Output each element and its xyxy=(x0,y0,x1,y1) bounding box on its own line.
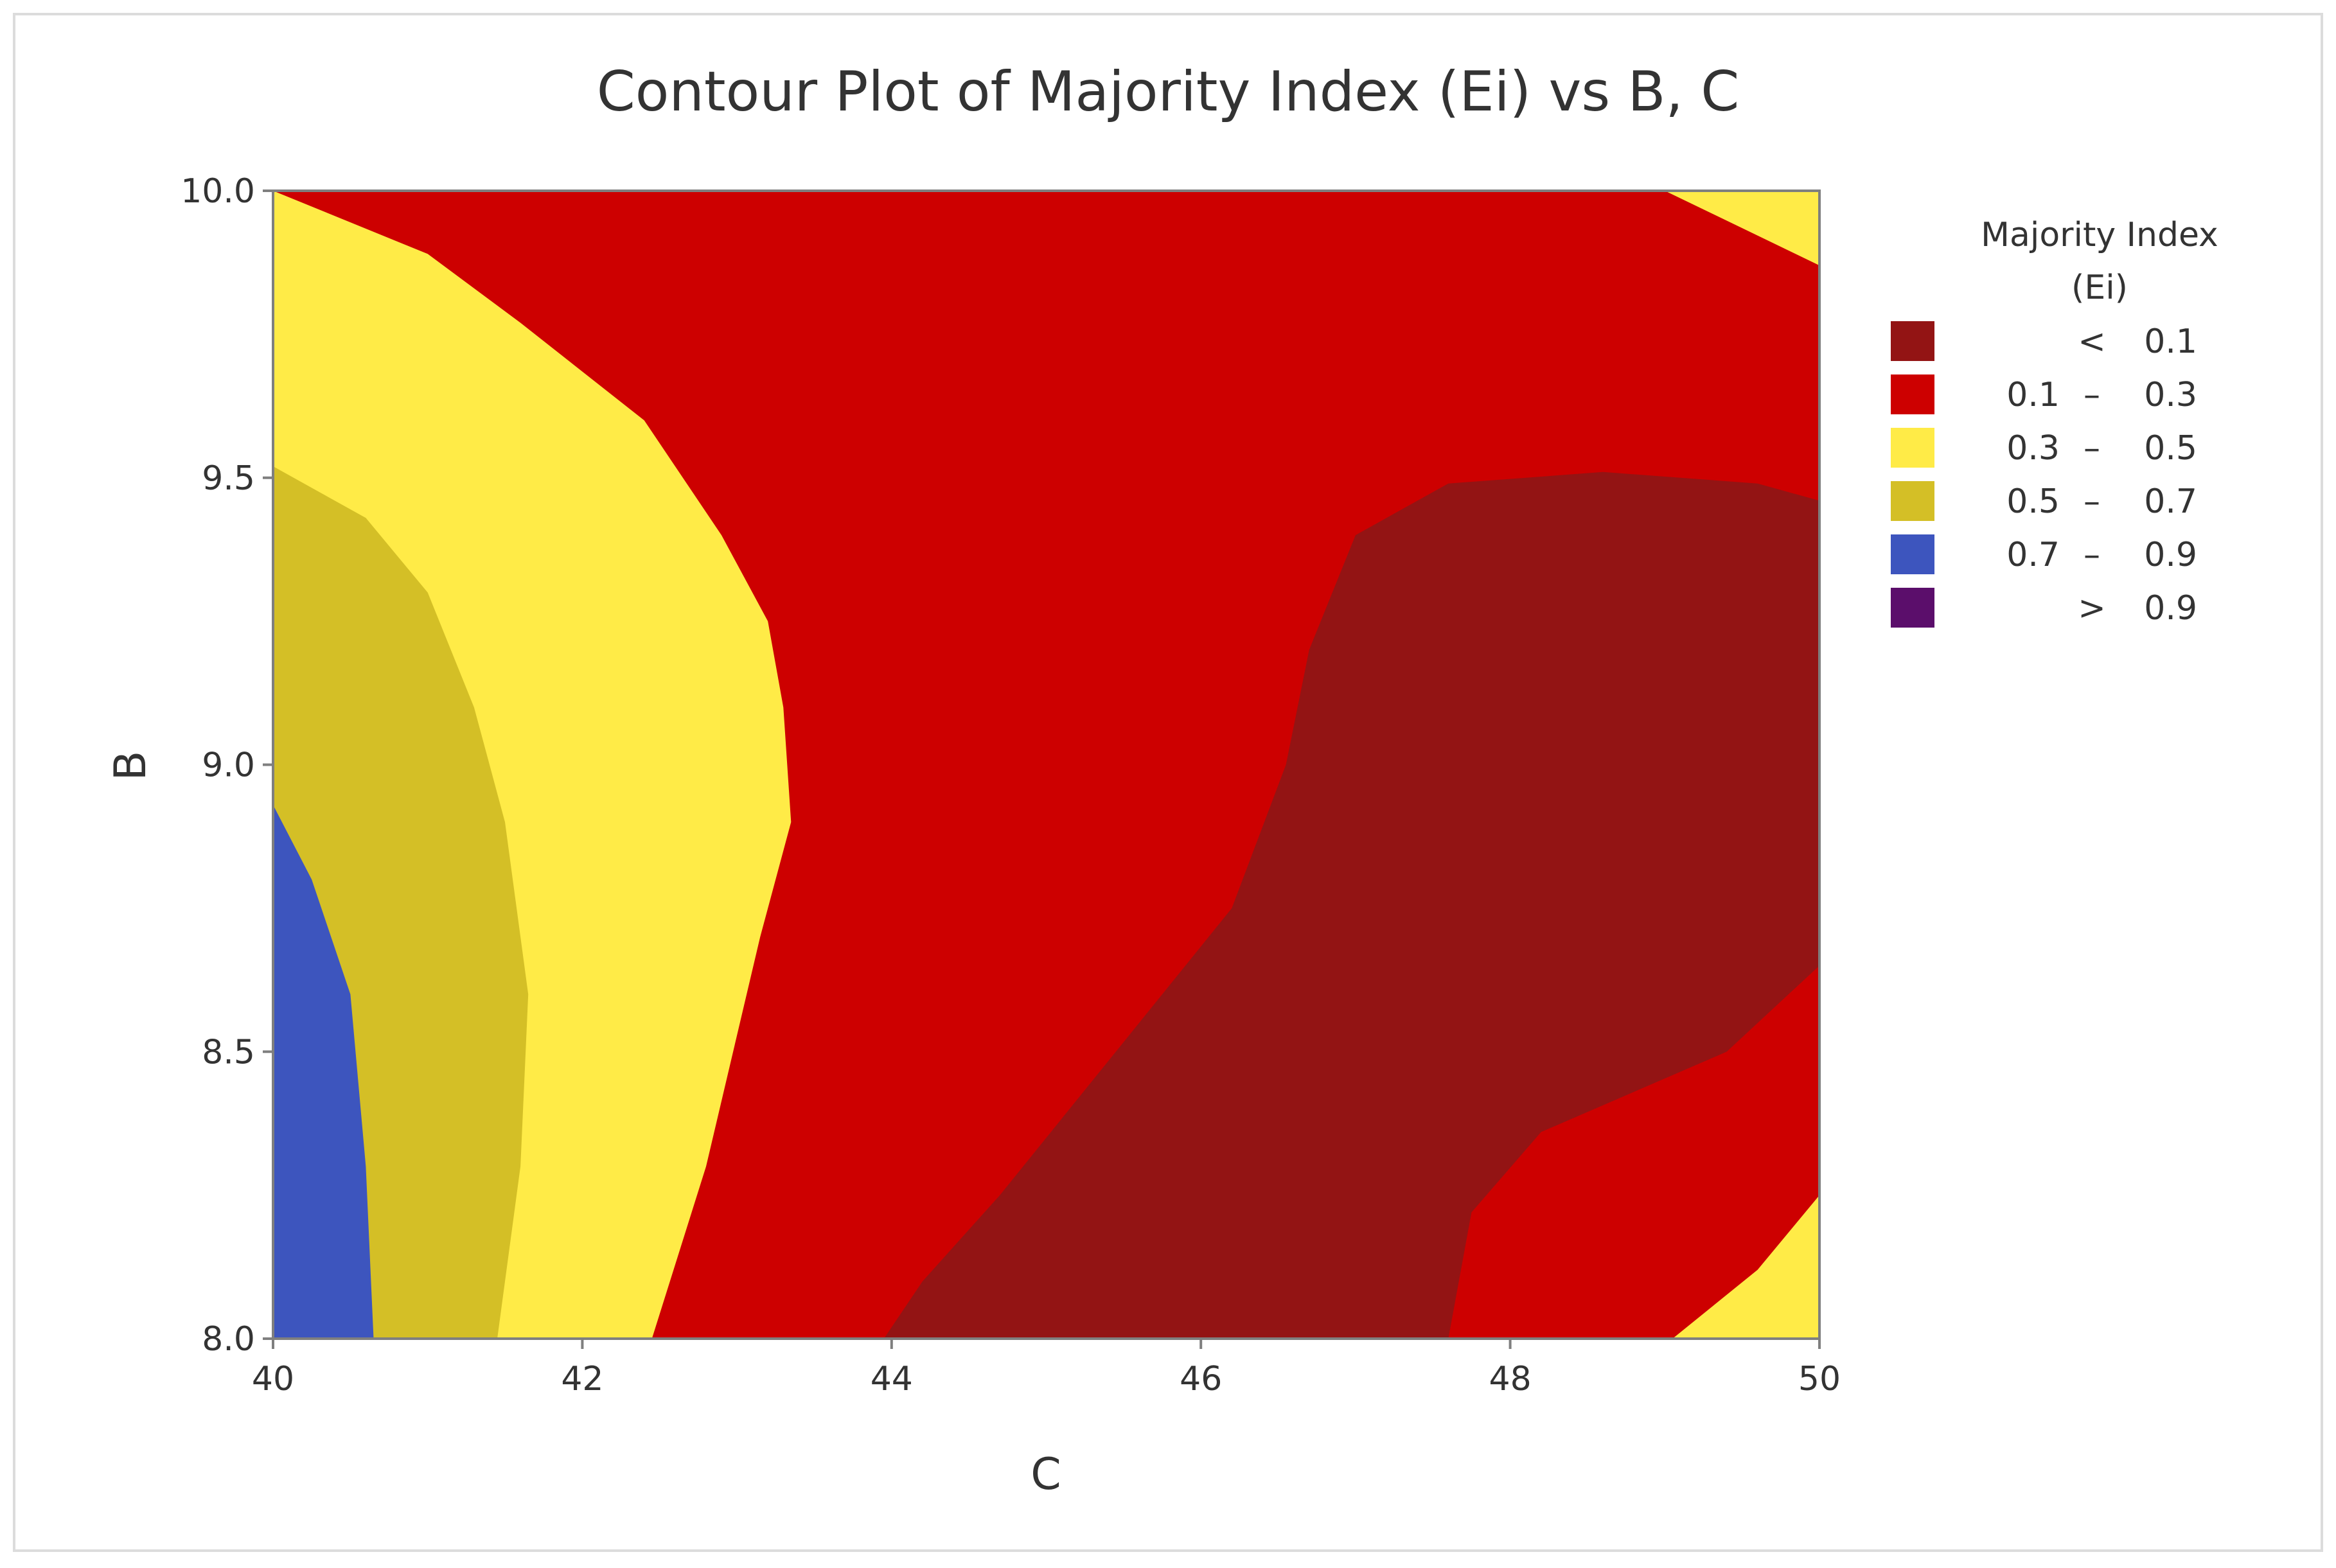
legend-high-1: 0.3 xyxy=(2144,376,2197,414)
legend-low-3: 0.5 xyxy=(2006,482,2060,521)
x-axis: 40 42 44 46 48 50 xyxy=(252,1339,1841,1398)
contour-region-4 xyxy=(883,471,1819,1339)
legend-low-4: 0.7 xyxy=(2006,536,2060,574)
legend-sep-0: < xyxy=(2078,322,2106,361)
legend-high-4: 0.9 xyxy=(2144,536,2197,574)
y-tick-label-1: 8.5 xyxy=(202,1033,255,1071)
contour-regions xyxy=(273,191,1819,1339)
x-tick-label-2: 44 xyxy=(871,1360,913,1398)
y-axis: 8.0 8.5 9.0 9.5 10.0 xyxy=(181,172,273,1359)
legend-sep-3: – xyxy=(2084,482,2100,521)
y-tick-label-0: 8.0 xyxy=(202,1320,255,1359)
legend-swatch-5 xyxy=(1891,588,1934,628)
legend-swatch-2 xyxy=(1891,428,1934,468)
legend-swatch-0 xyxy=(1891,321,1934,361)
legend-high-5: 0.9 xyxy=(2144,589,2197,628)
x-tick-label-1: 42 xyxy=(561,1360,603,1398)
legend-sep-1: – xyxy=(2084,376,2100,414)
contour-region-6 xyxy=(1665,191,1819,266)
chart-title: Contour Plot of Majority Index (Ei) vs B… xyxy=(597,60,1740,124)
contour-region-5 xyxy=(1672,1195,1819,1339)
legend-sep-2: – xyxy=(2084,429,2100,468)
y-tick-label-3: 9.5 xyxy=(202,459,255,498)
legend-high-2: 0.5 xyxy=(2144,429,2197,468)
legend-swatch-4 xyxy=(1891,534,1934,574)
y-axis-label: B xyxy=(105,751,156,781)
legend-high-3: 0.7 xyxy=(2144,482,2197,521)
y-tick-label-4: 10.0 xyxy=(181,172,255,211)
x-tick-label-5: 50 xyxy=(1798,1360,1841,1398)
x-axis-label: C xyxy=(1031,1449,1061,1500)
legend-sep-5: > xyxy=(2078,589,2106,628)
legend-low-1: 0.1 xyxy=(2006,376,2060,414)
legend-swatch-1 xyxy=(1891,374,1934,414)
y-tick-label-2: 9.0 xyxy=(202,746,255,785)
x-tick-label-3: 46 xyxy=(1180,1360,1222,1398)
legend-low-2: 0.3 xyxy=(2006,429,2060,468)
legend-title-line2: (Ei) xyxy=(2071,269,2128,307)
legend-sep-4: – xyxy=(2084,536,2100,574)
legend: Majority Index (Ei) <0.10.1–0.30.3–0.50.… xyxy=(1891,216,2218,628)
x-tick-label-0: 40 xyxy=(252,1360,294,1398)
legend-high-0: 0.1 xyxy=(2144,322,2197,361)
legend-title-line1: Majority Index xyxy=(1981,216,2218,254)
contour-region-3 xyxy=(273,805,374,1339)
legend-swatch-3 xyxy=(1891,481,1934,521)
x-tick-label-4: 48 xyxy=(1489,1360,1532,1398)
legend-items: <0.10.1–0.30.3–0.50.5–0.70.7–0.9> 0.9 xyxy=(1891,321,2197,628)
